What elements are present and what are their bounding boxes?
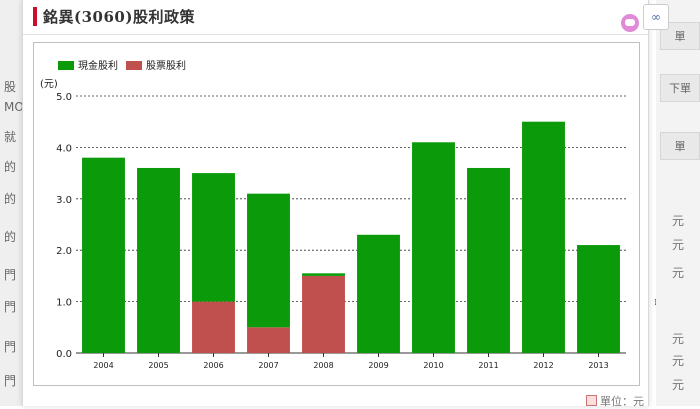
page-title: 銘異(3060)股利政策 — [43, 8, 195, 26]
y-tick-label: 1.0 — [56, 298, 72, 309]
y-tick-label: 4.0 — [56, 143, 72, 154]
chart-frame: 現金股利 股票股利 (元) 0.0 1.0 2.0 3.0 4.0 5.0 2004 200… — [33, 42, 640, 386]
legend-label-stock: 股票股利 — [146, 60, 186, 72]
bar-cash-2008[interactable] — [302, 273, 345, 276]
bg-glyph-1: 元 — [671, 214, 684, 228]
background-right-strip: 單 下單 單 元 元 元 元 元 元 — [656, 0, 700, 406]
y-tick-label: 3.0 — [56, 195, 72, 206]
y-tick-labels: 0.0 1.0 2.0 3.0 4.0 5.0 — [56, 92, 72, 360]
unit-note-text: 單位：元 — [600, 395, 644, 408]
chart-legend: 現金股利 股票股利 — [58, 59, 186, 72]
bg-glyph-3: 元 — [671, 266, 684, 280]
bg-text-3: 就 — [4, 130, 17, 144]
bg-text-2: MO — [4, 100, 24, 114]
bar-cash-2005[interactable] — [137, 167, 180, 353]
bg-text-4: 的 — [4, 160, 17, 174]
x-tick-label: 2013 — [588, 361, 608, 370]
unit-note: 單位：元 — [586, 393, 644, 409]
chat-bubble-icon[interactable] — [621, 14, 639, 32]
bg-glyph-4: 元 — [671, 332, 684, 346]
bars — [82, 121, 620, 353]
bg-glyph-6: 元 — [671, 378, 684, 392]
x-tick-label: 2010 — [423, 361, 443, 370]
scroll-handle[interactable]: ⁞ — [654, 298, 657, 308]
bar-cash-2004[interactable] — [82, 157, 125, 353]
y-axis-label: (元) — [40, 79, 58, 90]
bar-stock-2006[interactable] — [192, 301, 235, 353]
x-tick-label: 2006 — [203, 361, 223, 370]
title-accent-bar — [33, 7, 37, 26]
bg-text-1: 股 — [4, 80, 17, 94]
dividend-chart: 現金股利 股票股利 (元) 0.01.02.03.04.05.0 2004 200… — [40, 59, 626, 370]
x-tick-labels: 2004 2005 2006 2007 2008 2009 2010 2011 2012 2013 — [93, 353, 609, 370]
binoculars-icon[interactable]: ∞ — [643, 4, 669, 30]
panel-header: 銘異(3060)股利政策 — [23, 0, 648, 35]
bg-text-7: 門 — [4, 268, 17, 282]
dividend-panel: 銘異(3060)股利政策 現金股利 股票股利 (元) 0.0 1.0 2.0 3.0 4… — [22, 0, 649, 409]
bar-stock-2008[interactable] — [302, 275, 345, 353]
y-tick-label: 5.0 — [56, 92, 72, 103]
bg-glyph-2: 元 — [671, 238, 684, 252]
bg-text-5: 的 — [4, 192, 17, 206]
bar-cash-2007[interactable] — [247, 193, 290, 328]
legend-swatch-stock — [126, 61, 142, 70]
bg-text-9: 門 — [4, 340, 17, 354]
x-tick-label: 2008 — [313, 361, 333, 370]
y-tick-label: 2.0 — [56, 246, 72, 257]
bg-glyph-5: 元 — [671, 354, 684, 368]
bar-cash-2006[interactable] — [192, 173, 235, 302]
x-tick-label: 2009 — [368, 361, 388, 370]
bar-cash-2010[interactable] — [412, 142, 455, 353]
legend-label-cash: 現金股利 — [78, 59, 118, 72]
bg-text-10: 門 — [4, 374, 17, 388]
table-icon — [586, 395, 597, 406]
legend-swatch-cash — [58, 61, 74, 70]
bg-tab-2[interactable]: 下單 — [660, 74, 700, 102]
x-tick-label: 2005 — [148, 361, 168, 370]
x-tick-label: 2012 — [533, 361, 553, 370]
bar-stock-2007[interactable] — [247, 327, 290, 353]
y-tick-label: 0.0 — [56, 349, 72, 360]
x-tick-label: 2004 — [93, 361, 113, 370]
bg-tab-3[interactable]: 單 — [660, 132, 700, 160]
bar-cash-2009[interactable] — [357, 234, 400, 353]
bar-cash-2012[interactable] — [522, 121, 565, 353]
x-tick-label: 2007 — [258, 361, 278, 370]
bar-cash-2011[interactable] — [467, 167, 510, 353]
x-tick-label: 2011 — [478, 361, 498, 370]
bg-text-8: 門 — [4, 300, 17, 314]
bg-text-6: 的 — [4, 230, 17, 244]
bar-cash-2013[interactable] — [577, 245, 620, 353]
